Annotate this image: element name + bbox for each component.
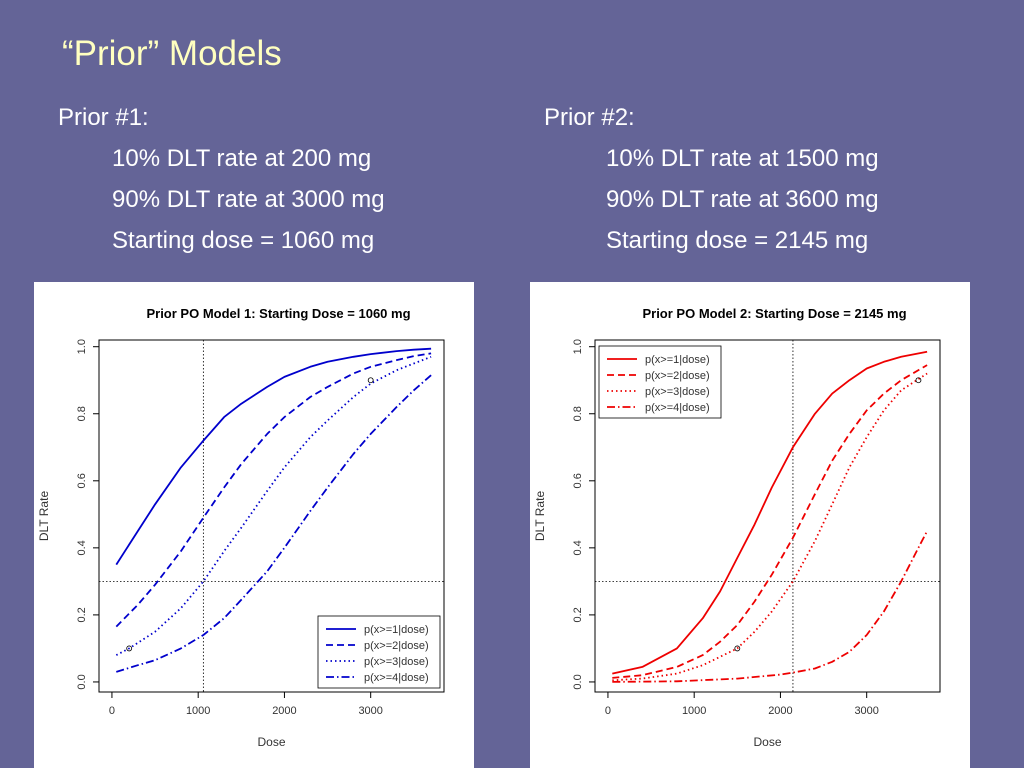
x-tick-label: 0 <box>109 705 115 717</box>
y-tick-label: 0.2 <box>572 607 584 622</box>
series-line-3 <box>115 355 432 656</box>
legend-box <box>598 345 722 419</box>
plot-frame <box>594 339 941 693</box>
y-tick-label: 0.4 <box>76 540 88 555</box>
y-tick-label: 0.4 <box>572 540 584 555</box>
x-tick-label: 3000 <box>854 705 878 717</box>
prior-1-line: 90% DLT rate at 3000 mg <box>112 186 385 213</box>
legend-label: p(x>=4|dose) <box>364 672 429 684</box>
series-line-4 <box>116 374 432 673</box>
legend-label: p(x>=1|dose) <box>364 624 429 636</box>
y-tick-label: 1.0 <box>572 339 584 354</box>
prior-point-marker <box>734 645 741 652</box>
slide-title: “Prior” Models <box>62 34 282 73</box>
x-tick-label: 1000 <box>186 705 210 717</box>
prior-2-line: 90% DLT rate at 3600 mg <box>606 186 879 213</box>
prior-1-description: Prior #1: 10% DLT rate at 200 mg 90% DLT… <box>58 97 385 261</box>
chart-title: Prior PO Model 2: Starting Dose = 2145 m… <box>642 306 906 321</box>
legend-box <box>317 615 441 689</box>
series-line-3 <box>612 372 928 682</box>
x-tick-label: 0 <box>605 705 611 717</box>
chart-title: Prior PO Model 1: Starting Dose = 1060 m… <box>146 306 410 321</box>
x-tick-label: 2000 <box>272 705 296 717</box>
prior-2-description: Prior #2: 10% DLT rate at 1500 mg 90% DL… <box>544 97 879 261</box>
chart-panel-model-2: Prior PO Model 2: Starting Dose = 2145 m… <box>530 282 970 768</box>
x-tick-label: 3000 <box>358 705 382 717</box>
y-tick-label: 0.0 <box>572 674 584 689</box>
prior-point-marker <box>367 377 374 384</box>
y-tick-label: 0.6 <box>572 473 584 488</box>
prior-2-line: Starting dose = 2145 mg <box>606 227 869 254</box>
series-line-4 <box>612 530 928 683</box>
y-tick-label: 0.0 <box>76 674 88 689</box>
legend-label: p(x>=3|dose) <box>364 656 429 668</box>
y-axis-label: DLT Rate <box>37 491 51 542</box>
prior-1-heading: Prior #1: <box>58 104 149 131</box>
prior-1-line: Starting dose = 1060 mg <box>112 227 375 254</box>
chart-model-1: Prior PO Model 1: Starting Dose = 1060 m… <box>37 306 445 749</box>
chart-model-2: Prior PO Model 2: Starting Dose = 2145 m… <box>533 306 941 749</box>
y-tick-label: 0.8 <box>572 406 584 421</box>
x-axis-label: Dose <box>257 735 285 749</box>
y-axis-label: DLT Rate <box>533 491 547 542</box>
legend-label: p(x>=1|dose) <box>645 354 710 366</box>
series-line-1 <box>612 350 928 675</box>
series-line-2 <box>612 364 928 679</box>
legend-label: p(x>=3|dose) <box>645 386 710 398</box>
y-tick-label: 0.2 <box>76 607 88 622</box>
series-line-2 <box>115 352 432 628</box>
series-line-1 <box>115 347 432 566</box>
y-tick-label: 0.8 <box>76 406 88 421</box>
x-tick-label: 1000 <box>682 705 706 717</box>
legend-label: p(x>=2|dose) <box>364 640 429 652</box>
legend-label: p(x>=4|dose) <box>645 402 710 414</box>
legend-label: p(x>=2|dose) <box>645 370 710 382</box>
y-tick-label: 1.0 <box>76 339 88 354</box>
prior-1-line: 10% DLT rate at 200 mg <box>112 145 372 172</box>
y-tick-label: 0.6 <box>76 473 88 488</box>
prior-2-line: 10% DLT rate at 1500 mg <box>606 145 879 172</box>
prior-2-heading: Prior #2: <box>544 104 635 131</box>
x-axis-label: Dose <box>753 735 781 749</box>
prior-point-marker <box>126 645 133 652</box>
x-tick-label: 2000 <box>768 705 792 717</box>
prior-point-marker <box>915 377 922 384</box>
plot-frame <box>98 339 445 693</box>
chart-panel-model-1: Prior PO Model 1: Starting Dose = 1060 m… <box>34 282 474 768</box>
